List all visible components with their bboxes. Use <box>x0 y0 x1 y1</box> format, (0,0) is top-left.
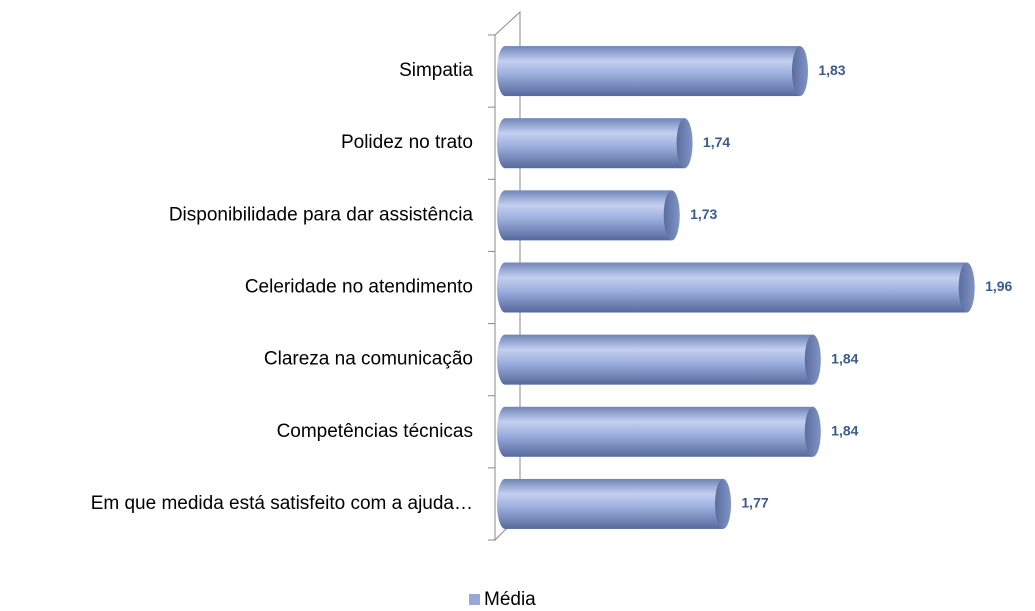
bar-base <box>497 46 513 97</box>
bar <box>505 262 967 313</box>
bar-cap <box>791 46 808 97</box>
bar-base <box>497 334 513 385</box>
bar-cap <box>804 406 821 457</box>
y-tick-label: Simpatia <box>399 60 473 81</box>
legend-label: Média <box>484 589 536 610</box>
bar <box>505 46 800 97</box>
data-label: 1,84 <box>831 350 858 366</box>
bar-cap <box>958 262 975 313</box>
y-tick-label: Polidez no trato <box>341 132 473 153</box>
y-tick-label: Disponibilidade para dar assistência <box>169 204 474 225</box>
bar-cap <box>663 190 680 241</box>
bar <box>505 118 685 169</box>
data-label: 1,77 <box>741 495 768 511</box>
y-tick-label: Celeridade no atendimento <box>245 277 473 298</box>
legend-swatch <box>469 594 480 605</box>
bar-base <box>497 478 513 529</box>
bar-cap <box>715 478 732 529</box>
bar <box>505 190 672 241</box>
bar-base <box>497 406 513 457</box>
bar <box>505 478 724 529</box>
y-tick-label: Em que medida está satisfeito com a ajud… <box>91 493 473 514</box>
bar-cap <box>676 118 693 169</box>
bar <box>505 406 813 457</box>
bar <box>505 334 813 385</box>
y-tick-label: Competências técnicas <box>277 421 473 442</box>
data-label: 1,73 <box>690 206 717 222</box>
bar-cap <box>804 334 821 385</box>
data-label: 1,74 <box>703 134 730 150</box>
data-label: 1,83 <box>818 62 845 78</box>
bar-base <box>497 262 513 313</box>
data-label: 1,96 <box>985 278 1012 294</box>
bar-base <box>497 118 513 169</box>
bar-base <box>497 190 513 241</box>
data-label: 1,84 <box>831 422 858 438</box>
y-tick-label: Clareza na comunicação <box>264 349 473 370</box>
